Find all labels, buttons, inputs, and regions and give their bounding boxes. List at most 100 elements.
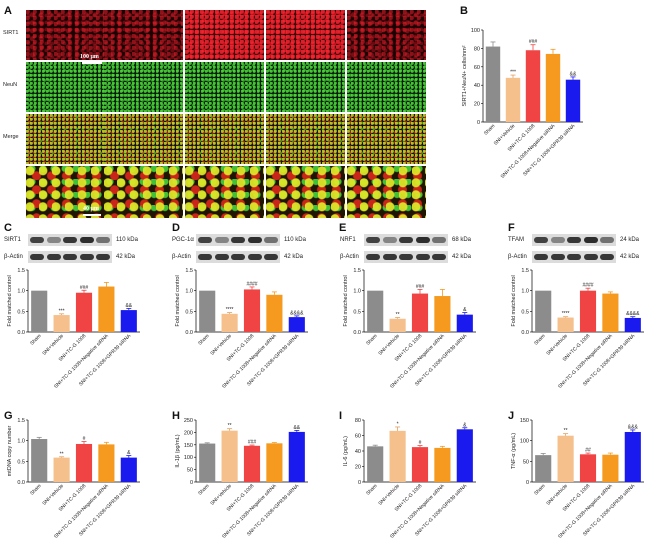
western-blot-actin-d <box>196 251 280 263</box>
blot-band <box>399 254 413 260</box>
bar-3 <box>411 447 429 482</box>
y-axis-label: SIRT1+NeuN+ cells/mm² <box>462 45 468 106</box>
x-tick-label: Sham <box>483 123 496 136</box>
bar-2 <box>389 318 406 332</box>
bar-5 <box>624 317 641 332</box>
blot-band <box>382 254 397 260</box>
micrograph-neun-2 <box>104 62 183 112</box>
blot-protein-label-e: NRF1 <box>340 237 356 243</box>
bar-5 <box>565 79 581 122</box>
bar-4 <box>434 447 451 482</box>
micrograph-sirt1-4 <box>266 10 345 60</box>
bar-3 <box>411 293 429 332</box>
blot-band <box>415 237 430 243</box>
significance-label: &&&& <box>626 311 640 317</box>
y-tick-label: 0.5 <box>521 309 529 315</box>
blot-band <box>600 254 614 260</box>
blot-band <box>264 254 278 260</box>
y-axis-label: mtDNA copy number <box>7 425 13 476</box>
y-tick-label: 50 <box>523 459 529 465</box>
micrograph-merge-zoom-3 <box>185 166 264 218</box>
bar-4 <box>545 53 561 122</box>
y-tick-label: 100 <box>184 455 193 461</box>
y-axis-label: Fold matched control <box>7 275 13 326</box>
micrograph-merge-3 <box>185 114 264 164</box>
x-tick-label: Sham <box>533 333 546 346</box>
significance-label: #### <box>582 283 593 289</box>
y-axis-label: Fold matched control <box>175 275 181 326</box>
significance-label: && <box>570 71 577 77</box>
y-tick-label: 200 <box>184 430 193 436</box>
micrograph-neun-5 <box>347 62 426 112</box>
blot-band <box>30 237 44 243</box>
y-tick-label: 1.0 <box>17 439 25 445</box>
x-tick-label: Sham <box>29 333 42 346</box>
western-blot-protein-f <box>532 234 616 246</box>
row-label-sirt1: SIRT1 <box>3 30 19 36</box>
x-tick-label: SNI+Vehicle <box>545 333 569 357</box>
blot-band <box>366 254 380 260</box>
y-tick-label: 20 <box>355 465 361 471</box>
significance-label: & <box>463 422 467 428</box>
y-tick-label: 0.0 <box>353 330 361 336</box>
bar-1 <box>367 290 384 332</box>
bar-1 <box>367 446 384 482</box>
blot-band <box>214 237 229 243</box>
chart-c: 0.0 0.5 1.0 1.5 Fold matched control Sham *** S… <box>7 268 140 390</box>
column-title-1: Sham <box>58 3 73 9</box>
panel-label-c: C <box>4 222 12 234</box>
micrograph-merge-2 <box>104 114 183 164</box>
blot-actin-label-f: β-Actin <box>508 254 527 260</box>
x-tick-label: SNI+Vehicle <box>209 333 233 357</box>
blot-band <box>63 254 77 260</box>
bar-3 <box>75 443 93 482</box>
blot-band <box>534 254 548 260</box>
bar-5 <box>288 431 305 482</box>
y-axis-label: TNF-α (pg/mL) <box>511 433 517 469</box>
blot-band <box>550 237 565 243</box>
micrograph-neun-1 <box>26 62 105 112</box>
significance-label: && <box>125 303 132 309</box>
significance-label: ** <box>228 423 232 429</box>
blot-band <box>583 237 598 243</box>
y-tick-label: 0.5 <box>353 309 361 315</box>
y-tick-label: 150 <box>184 443 193 449</box>
micrograph-merge-zoom-5 <box>347 166 426 218</box>
blot-band <box>214 254 229 260</box>
y-tick-label: 150 <box>520 418 529 424</box>
micrograph-merge-1 <box>26 114 105 164</box>
western-blot-actin-f <box>532 251 616 263</box>
blot-band <box>46 237 61 243</box>
bar-2 <box>221 313 238 332</box>
bar-1 <box>199 290 216 332</box>
y-tick-label: 100 <box>471 28 480 34</box>
bar-2 <box>557 435 574 482</box>
blot-protein-kda-f: 24 kDa <box>620 237 640 243</box>
y-tick-label: 1.0 <box>185 289 193 295</box>
significance-label: ### <box>529 39 538 45</box>
significance-label: && <box>293 425 300 431</box>
blot-band <box>46 254 61 260</box>
blot-protein-label-c: SIRT1 <box>4 237 21 243</box>
x-tick-label: SNI+Vehicle <box>377 333 401 357</box>
chart-h: 0 50 100 150 200 250 IL-1β (pg/mL) Sham ** SNI+Ve… <box>175 418 308 540</box>
significance-label: ** <box>396 312 400 318</box>
x-tick-label: SNI+Vehicle <box>41 483 65 507</box>
bar-5 <box>456 429 473 482</box>
bar-4 <box>266 443 283 482</box>
bar-2 <box>53 457 70 482</box>
bar-5 <box>288 317 305 332</box>
y-tick-label: 0.5 <box>17 459 25 465</box>
x-tick-label: Sham <box>365 483 378 496</box>
blot-band <box>96 254 110 260</box>
significance-label: &&&& <box>290 310 304 316</box>
chart-j: 0 50 100 150 TNF-α (pg/mL) Sham ** SNI+Vehicle #… <box>511 418 644 540</box>
blot-band <box>247 254 262 260</box>
significance-label: ### <box>248 440 257 446</box>
blot-band <box>399 237 413 243</box>
column-title-3: SNI+TC-G 1008 <box>206 3 243 9</box>
y-axis-label: Fold matched control <box>511 275 517 326</box>
blot-band <box>382 237 397 243</box>
blot-protein-label-d: PGC-1α <box>172 237 194 243</box>
blot-protein-label-f: TFAM <box>508 237 524 243</box>
